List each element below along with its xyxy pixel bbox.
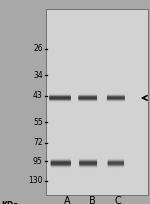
FancyBboxPatch shape [107, 99, 125, 101]
FancyBboxPatch shape [49, 97, 71, 99]
FancyBboxPatch shape [108, 163, 124, 165]
FancyBboxPatch shape [49, 98, 71, 100]
FancyBboxPatch shape [78, 97, 97, 99]
FancyBboxPatch shape [107, 97, 125, 99]
Text: 72: 72 [33, 138, 43, 147]
Text: KDa: KDa [2, 201, 19, 204]
FancyBboxPatch shape [79, 161, 97, 163]
FancyBboxPatch shape [51, 162, 71, 164]
FancyBboxPatch shape [79, 163, 97, 165]
Bar [46, 9, 148, 195]
Text: 130: 130 [28, 176, 43, 185]
FancyBboxPatch shape [49, 95, 71, 97]
FancyBboxPatch shape [51, 161, 71, 163]
FancyBboxPatch shape [107, 98, 125, 100]
Text: 34: 34 [33, 71, 43, 80]
FancyBboxPatch shape [51, 163, 71, 165]
FancyBboxPatch shape [108, 163, 124, 165]
FancyBboxPatch shape [78, 99, 97, 101]
FancyBboxPatch shape [49, 99, 71, 101]
FancyBboxPatch shape [79, 165, 97, 167]
FancyBboxPatch shape [107, 94, 125, 96]
Text: 55: 55 [33, 118, 43, 127]
FancyBboxPatch shape [79, 163, 97, 165]
Text: 95: 95 [33, 157, 43, 166]
FancyBboxPatch shape [107, 96, 125, 98]
FancyBboxPatch shape [108, 160, 124, 162]
FancyBboxPatch shape [79, 160, 97, 162]
Text: C: C [114, 196, 121, 204]
FancyBboxPatch shape [51, 159, 71, 161]
FancyBboxPatch shape [49, 96, 71, 98]
FancyBboxPatch shape [108, 159, 124, 161]
FancyBboxPatch shape [79, 160, 97, 162]
Text: B: B [89, 196, 96, 204]
FancyBboxPatch shape [107, 95, 125, 97]
FancyBboxPatch shape [79, 165, 97, 167]
Text: 26: 26 [33, 44, 43, 53]
FancyBboxPatch shape [108, 165, 124, 167]
FancyBboxPatch shape [78, 98, 97, 100]
FancyBboxPatch shape [108, 165, 124, 167]
FancyBboxPatch shape [79, 164, 97, 166]
FancyBboxPatch shape [108, 160, 124, 162]
FancyBboxPatch shape [78, 100, 97, 101]
FancyBboxPatch shape [78, 94, 97, 96]
FancyBboxPatch shape [107, 100, 125, 101]
Text: A: A [63, 196, 70, 204]
FancyBboxPatch shape [107, 95, 125, 97]
FancyBboxPatch shape [51, 163, 71, 165]
FancyBboxPatch shape [108, 161, 124, 163]
FancyBboxPatch shape [79, 159, 97, 161]
FancyBboxPatch shape [108, 164, 124, 166]
FancyBboxPatch shape [49, 99, 71, 100]
FancyBboxPatch shape [79, 162, 97, 164]
FancyBboxPatch shape [78, 96, 97, 98]
FancyBboxPatch shape [107, 99, 125, 100]
FancyBboxPatch shape [49, 97, 71, 99]
FancyBboxPatch shape [51, 160, 71, 162]
FancyBboxPatch shape [49, 95, 71, 97]
FancyBboxPatch shape [51, 165, 71, 167]
FancyBboxPatch shape [49, 100, 71, 101]
FancyBboxPatch shape [49, 94, 71, 96]
FancyBboxPatch shape [78, 99, 97, 100]
FancyBboxPatch shape [78, 97, 97, 99]
Text: 43: 43 [33, 91, 43, 100]
FancyBboxPatch shape [107, 97, 125, 99]
FancyBboxPatch shape [108, 162, 124, 164]
FancyBboxPatch shape [51, 164, 71, 166]
FancyBboxPatch shape [51, 165, 71, 167]
FancyBboxPatch shape [51, 160, 71, 162]
FancyBboxPatch shape [78, 95, 97, 97]
FancyBboxPatch shape [78, 95, 97, 97]
